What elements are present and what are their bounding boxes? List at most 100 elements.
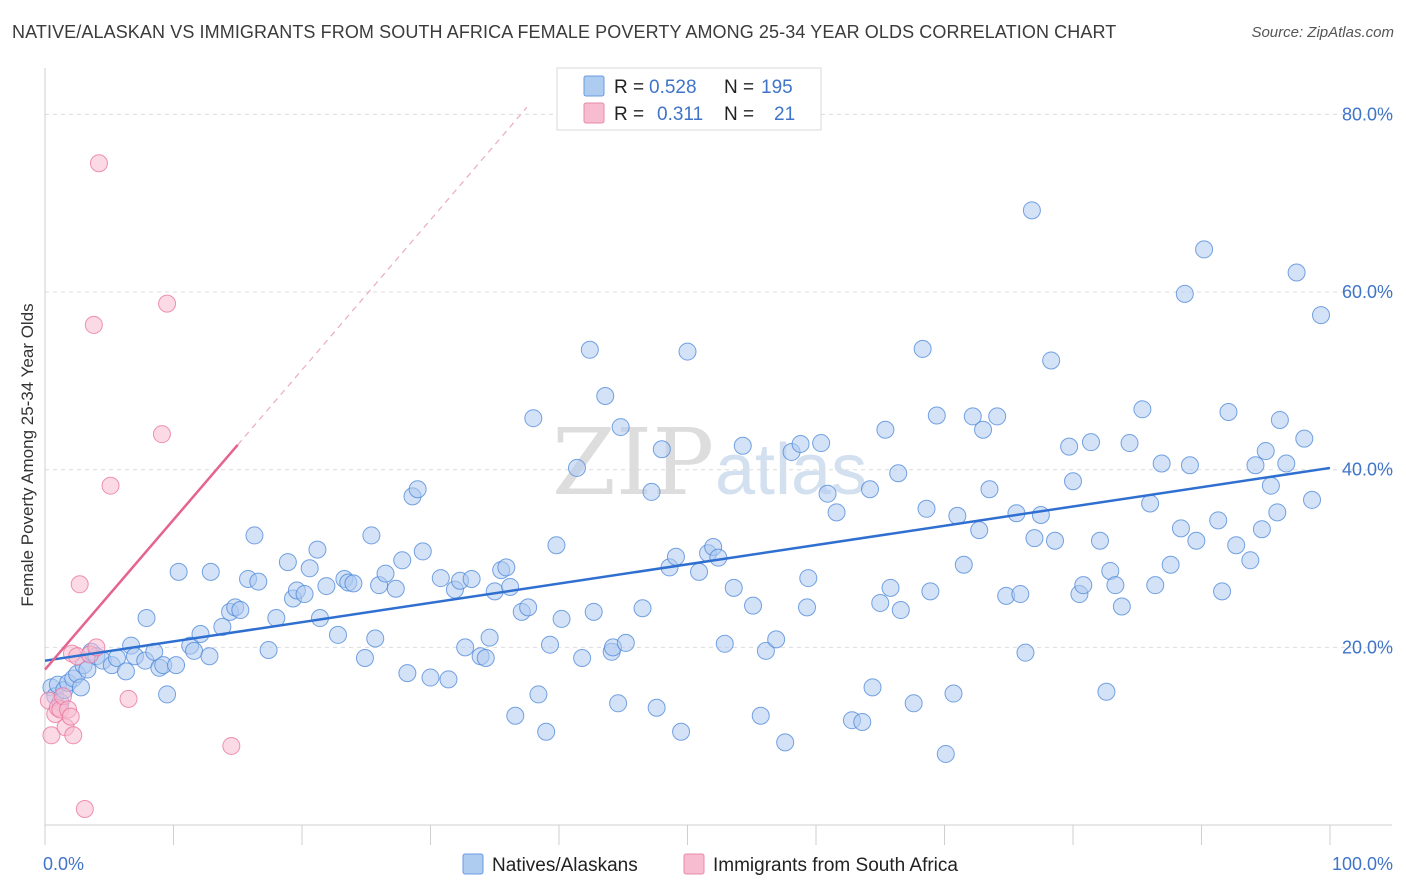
bottom-legend-immigrants: Immigrants from South Africa [713,855,958,876]
data-point-natives [344,574,363,593]
data-point-natives [678,342,697,361]
data-point-natives [633,599,652,618]
x-ticks: 0.0% 100.0% [43,854,1393,874]
legend-n-label-1: N = [724,77,754,98]
data-point-natives [1195,240,1214,259]
y-tick-label: 60.0% [1342,282,1393,302]
data-point-natives [480,628,499,647]
bottom-legend: Natives/Alaskans Immigrants from South A… [462,853,958,876]
data-point-natives [366,629,385,648]
data-point-natives [611,418,630,437]
data-point-natives [715,634,734,653]
data-point-natives [376,564,395,583]
data-point-natives [456,638,475,657]
data-point-immigrants [64,726,83,745]
watermark: ZIP atlas [552,409,867,516]
data-point-natives [300,559,319,578]
legend-swatch-immigrants [583,102,605,124]
data-point-natives [596,386,615,405]
series-natives-alaskans [42,201,1331,763]
x-tick-label: 0.0% [43,854,84,874]
data-point-natives [876,420,895,439]
data-point-natives [552,609,571,628]
data-point-natives [980,480,999,499]
data-point-natives [672,722,691,741]
data-point-natives [355,649,374,668]
data-point-immigrants [61,707,80,726]
data-point-natives [818,484,837,503]
data-point-natives [1081,433,1100,452]
y-axis-label: Female Poverty Among 25-34 Year Olds [18,303,37,606]
data-point-natives [913,339,932,358]
data-point-immigrants [158,294,177,313]
data-point-natives [1011,585,1030,604]
data-point-natives [863,678,882,697]
data-point-natives [573,649,592,668]
data-point-natives [954,555,973,574]
series-immigrants-south-africa [39,154,241,819]
data-point-natives [529,685,548,704]
y-tick-label: 80.0% [1342,104,1393,124]
data-point-natives [889,464,908,483]
data-point-immigrants [152,425,171,444]
data-point-natives [1060,437,1079,456]
data-point-natives [751,706,770,725]
data-point-natives [1303,490,1322,509]
data-point-natives [537,722,556,741]
data-point-natives [1252,520,1271,539]
data-point-natives [1161,555,1180,574]
data-point-natives [733,436,752,455]
data-point-immigrants [70,575,89,594]
data-point-immigrants [119,689,138,708]
chart-title: NATIVE/ALASKAN VS IMMIGRANTS FROM SOUTH … [12,22,1117,42]
data-point-natives [1175,284,1194,303]
legend-r-label-2: R = [614,104,644,125]
data-point-natives [245,526,264,545]
data-point-natives [1312,306,1331,325]
data-point-natives [1256,442,1275,461]
trendline-immigrants-extension [237,106,528,446]
data-point-natives [1187,531,1206,550]
data-point-natives [1074,576,1093,595]
data-point-natives [1219,402,1238,421]
legend-r-label-1: R = [614,77,644,98]
data-point-natives [167,656,186,675]
data-point-natives [974,420,993,439]
data-point-natives [541,635,560,654]
data-point-natives [1064,472,1082,491]
y-ticks: 20.0% 40.0% 60.0% 80.0% [1342,104,1393,657]
trendlines [44,106,1331,671]
data-point-natives [408,480,427,499]
y-tick-label: 40.0% [1342,460,1393,480]
data-point-natives [308,540,327,559]
data-point-natives [860,480,879,499]
data-point-natives [1268,503,1287,522]
data-point-natives [871,593,890,612]
data-point-natives [724,578,743,597]
data-point-natives [158,685,177,704]
data-point-natives [891,601,910,620]
data-point-natives [191,625,210,644]
trendline-natives [44,466,1331,662]
data-point-natives [853,712,872,731]
data-point-natives [927,406,946,425]
bottom-legend-swatch-immigrants [683,853,705,875]
bottom-legend-natives: Natives/Alaskans [492,855,638,876]
data-point-natives [580,340,599,359]
data-point-natives [776,733,795,752]
data-point-natives [1025,529,1044,548]
data-point-natives [1261,476,1280,495]
data-point-natives [963,407,982,426]
data-point-natives [616,633,635,652]
data-point-natives [767,630,786,649]
data-point-natives [1270,410,1289,429]
data-point-natives [169,562,188,581]
data-point-natives [1295,429,1314,448]
data-point-natives [1022,201,1041,220]
data-point-immigrants [222,736,241,755]
data-point-natives [812,434,831,453]
data-point-natives [71,678,90,697]
data-point-natives [1106,576,1125,595]
data-point-natives [362,526,381,545]
data-point-natives [827,503,846,522]
